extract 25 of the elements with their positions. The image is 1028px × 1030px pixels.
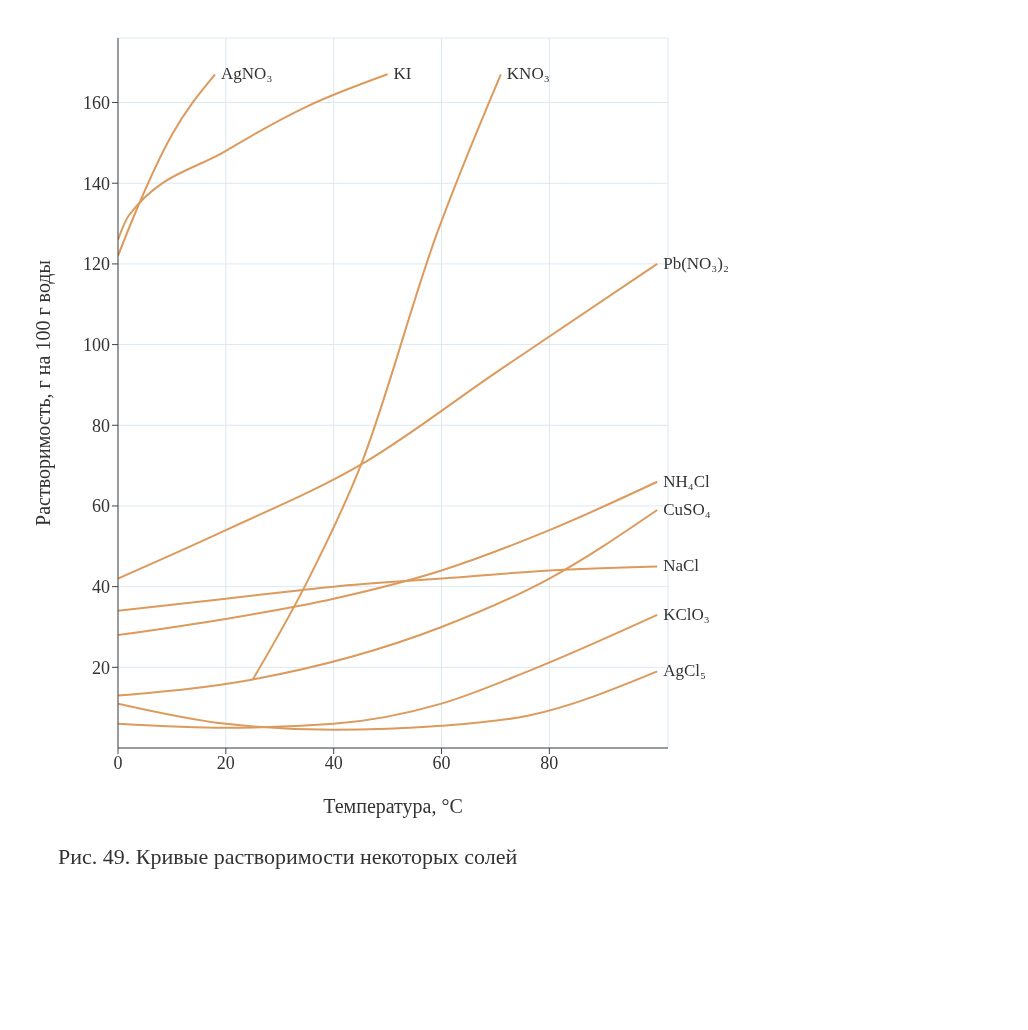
- x-tick-label: 60: [432, 752, 451, 773]
- series-label: AgNO₃: [221, 64, 273, 84]
- text: Рис. 49. Кривые растворимости некоторых солей: [58, 844, 519, 870]
- series-label: KNO₃: [506, 64, 550, 84]
- y-tick-label: 20: [92, 657, 110, 678]
- x-tick-label: 0: [113, 752, 123, 773]
- x-tick-label: 40: [324, 752, 343, 773]
- y-axis-title: Растворимость, г на 100 г воды: [32, 260, 56, 526]
- y-tick-label: 40: [92, 577, 110, 598]
- y-tick-label: 160: [83, 92, 110, 113]
- series-label: KClO₃: [663, 604, 710, 624]
- series-label: CuSO₄: [663, 499, 711, 519]
- y-tick-label: 140: [83, 173, 110, 194]
- y-tick-label: 120: [83, 254, 110, 275]
- series-label: Pb(NO₃)₂: [663, 253, 729, 273]
- x-tick-label: 20: [216, 752, 235, 773]
- series-label: NH₄Cl: [663, 471, 711, 491]
- y-tick-label: 80: [92, 415, 110, 436]
- y-tick-label: 100: [83, 334, 110, 355]
- series-label: KI: [393, 64, 412, 84]
- series-label: AgCl₅: [663, 661, 707, 681]
- series-label: NaCl: [663, 556, 700, 576]
- x-tick-label: 80: [540, 752, 559, 773]
- x-axis-title: Температура, °C: [323, 795, 463, 818]
- y-tick-label: 60: [92, 496, 110, 517]
